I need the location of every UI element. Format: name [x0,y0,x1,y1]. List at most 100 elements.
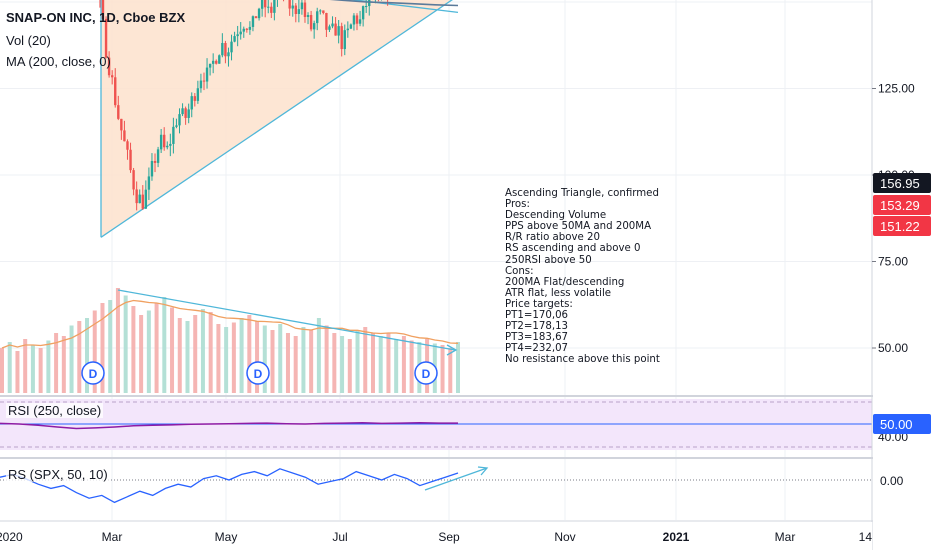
candle-body [343,30,346,50]
analysis-note-line: 250RSI above 50 [505,254,592,266]
candle-body [132,170,135,190]
volume-bar [131,306,136,393]
volume-bar [108,300,113,393]
candle-body [364,6,368,8]
moving-average-label[interactable]: MA (200, close, 0) [6,54,111,69]
candle-body [288,0,291,9]
volume-bar [77,321,82,393]
volume-bar [448,348,453,393]
volume-bar [7,342,12,393]
volume-bar [270,330,275,393]
candle-body [221,43,224,56]
time-axis-tick-label: 2021 [663,530,690,544]
candle-body [117,105,120,119]
volume-bar [347,339,352,393]
volume-bar [309,330,314,393]
rs-pane-label[interactable]: RS (SPX, 50, 10) [6,467,110,482]
candle-body [267,6,270,8]
candle-body [126,141,129,150]
candle-body [208,63,212,68]
candle-body [129,149,132,171]
candle-body [270,6,273,13]
candle-body [312,23,316,30]
candle-body [202,80,206,82]
analysis-note-line: R/R ratio above 20 [505,232,600,244]
candle-body [211,60,215,64]
dividend-marker [414,361,438,385]
candle-body [331,23,334,27]
candle-body [181,108,184,115]
volume-bar [23,339,28,393]
volume-bar [262,325,267,393]
candle-body [328,26,331,30]
candle-body [187,109,190,118]
volume-bar [401,336,406,393]
candle-body [251,16,255,27]
analysis-note-line: Descending Volume [505,210,607,222]
candle-body [172,126,175,144]
volume-bar [278,324,283,393]
volume-bar [162,297,167,393]
volume-indicator-label[interactable]: Vol (20) [6,33,51,48]
dividend-marker-label: D [89,367,98,381]
symbol-title: SNAP-ON INC, 1D, Cboe BZX [6,10,186,25]
candle-body [196,88,200,101]
price-level-tag-label: 156.95 [880,176,920,191]
volume-bar [61,336,66,393]
candle-body [322,10,325,13]
analysis-note-line: Cons: [505,265,534,277]
volume-bar [115,288,120,393]
price-level-tag-label: 153.29 [880,198,920,213]
candle-body [120,118,123,131]
candle-body [147,176,151,190]
analysis-note-line: PT1=170,06 [505,310,569,322]
price-level-tag [873,173,931,193]
candle-body [361,6,365,20]
rsi-value-tag [873,414,931,434]
candle-body [319,10,322,12]
volume-bar [293,336,298,393]
volume-bar [30,345,35,393]
volume-bar [146,310,151,393]
candle-body [138,194,141,204]
dividend-marker-label: D [422,367,431,381]
volume-bar [85,318,90,393]
volume-bar [409,340,414,393]
volume-bar [15,351,20,393]
rs-trend-arrow [424,467,488,491]
candle-body [273,0,276,13]
volume-bar [46,340,51,393]
candle-body [337,26,340,36]
analysis-note-line: 200MA Flat/descending [505,276,625,288]
price-axis-tick-label: 75.00 [878,255,908,269]
price-level-tag [873,216,931,236]
volume-bar [177,318,182,393]
volume-bar [363,327,368,393]
candle-body [349,24,353,29]
price-axis-tick-label: 125.00 [878,82,915,96]
volume-bar [247,315,252,393]
rsi-pane-label[interactable]: RSI (250, close) [6,403,104,418]
candle-body [248,26,252,30]
candle-body [135,189,138,204]
time-axis-tick-label: Jul [332,530,347,544]
candle-body [205,67,209,82]
volume-bar [332,333,337,393]
price-axis-background [873,0,932,550]
volume-bar [69,325,74,393]
analysis-note-line: PT4=232,07 [505,343,569,355]
volume-trend-arrowhead [446,344,458,356]
rs-axis-tick-label: 0.00 [880,474,904,488]
candle-body [260,0,264,9]
candle-body [193,96,197,101]
rsi-line [0,422,458,430]
candle-body [227,52,230,57]
candle-body [291,5,294,9]
candle-body [104,18,108,58]
analysis-note-line: No resistance above this point [505,354,660,366]
analysis-note-line: Price targets: [505,298,573,310]
volume-bar [370,333,375,393]
dividend-marker-label: D [254,367,263,381]
time-axis-tick-label: Mar [775,530,796,544]
